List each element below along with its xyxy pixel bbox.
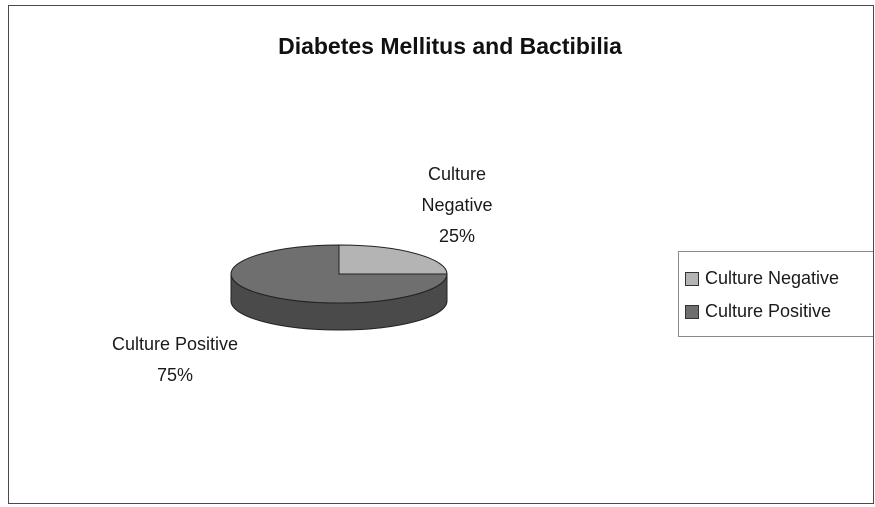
legend-label: Culture Negative [705,268,840,288]
pie-slices [230,244,448,331]
chart-legend: Culture Negative Culture Positive [678,251,873,337]
slice-label-line: Culture [428,164,486,184]
slice-label-line: 25% [439,226,475,246]
slice-label-culture-positive: Culture Positive 75% [112,334,238,385]
slice-label-culture-negative: Culture Negative 25% [421,164,492,246]
pie-slice-culture-negative [338,244,448,275]
slice-label-line: Culture Positive [112,334,238,354]
pie-chart: Diabetes Mellitus and Bactibilia Culture… [112,33,622,385]
chart-area: Diabetes Mellitus and Bactibilia Culture… [8,5,874,504]
legend-item-culture-positive: Culture Positive [685,295,873,328]
legend-item-culture-negative: Culture Negative [685,262,873,295]
pie-slice-culture-positive [230,244,448,304]
slice-label-line: Negative [421,195,492,215]
legend-swatch-culture-positive [685,304,699,319]
legend-swatch-culture-negative [685,271,699,286]
legend-label: Culture Positive [705,301,832,321]
chart-title: Diabetes Mellitus and Bactibilia [278,33,622,59]
slice-label-line: 75% [157,365,193,385]
